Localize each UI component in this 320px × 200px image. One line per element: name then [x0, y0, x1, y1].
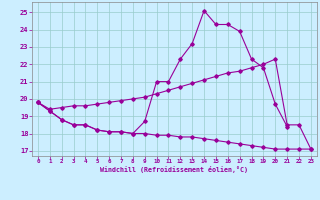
X-axis label: Windchill (Refroidissement éolien,°C): Windchill (Refroidissement éolien,°C): [100, 166, 248, 173]
